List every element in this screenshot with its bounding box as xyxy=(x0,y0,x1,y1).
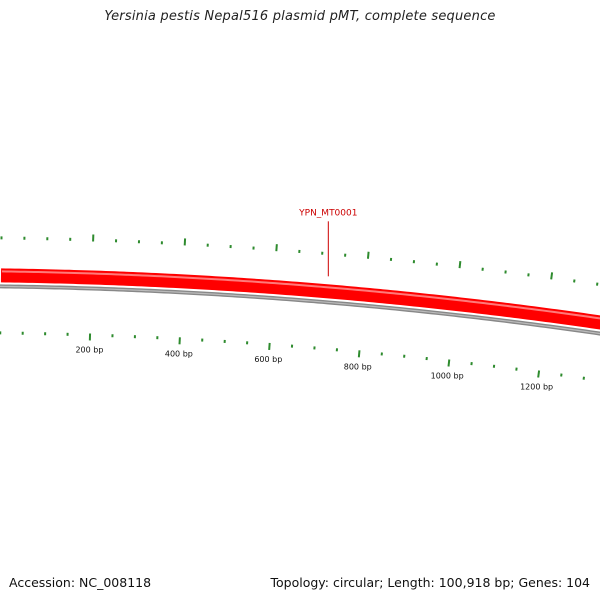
ruler-label: 200 bp xyxy=(75,345,103,354)
gene-arrow-ypn_mt0001 xyxy=(0,268,600,330)
outer-tick xyxy=(550,272,554,280)
outer-tick xyxy=(458,261,462,269)
ruler-label: 400 bp xyxy=(165,349,193,358)
gene-arrow-highlight xyxy=(1,270,600,320)
inner-tick xyxy=(357,350,361,358)
gene-arrows xyxy=(0,268,600,330)
ruler-label: 1200 bp xyxy=(520,382,553,391)
ruler-label: 1000 bp xyxy=(431,371,464,380)
outer-tick xyxy=(366,251,370,259)
inner-tick-marks xyxy=(0,331,585,380)
outer-tick-marks xyxy=(0,234,599,286)
ruler-label: 800 bp xyxy=(344,362,372,371)
accession-label: Accession: NC_008118 xyxy=(9,575,152,590)
plasmid-backbone-highlight xyxy=(0,285,600,335)
ruler-label: 600 bp xyxy=(254,355,282,364)
gene-label-ypn_mt0001: YPN_MT0001 xyxy=(298,208,357,218)
inner-tick xyxy=(268,342,271,350)
map-title: Yersinia pestis Nepal516 plasmid pMT, co… xyxy=(104,9,496,24)
sequence-summary: Topology: circular; Length: 100,918 bp; … xyxy=(270,575,591,590)
gene-labels: YPN_MT0001YPN_MT0002 xyxy=(298,208,357,277)
inner-tick xyxy=(537,370,541,378)
outer-tick xyxy=(275,244,278,252)
inner-tick xyxy=(447,359,451,367)
